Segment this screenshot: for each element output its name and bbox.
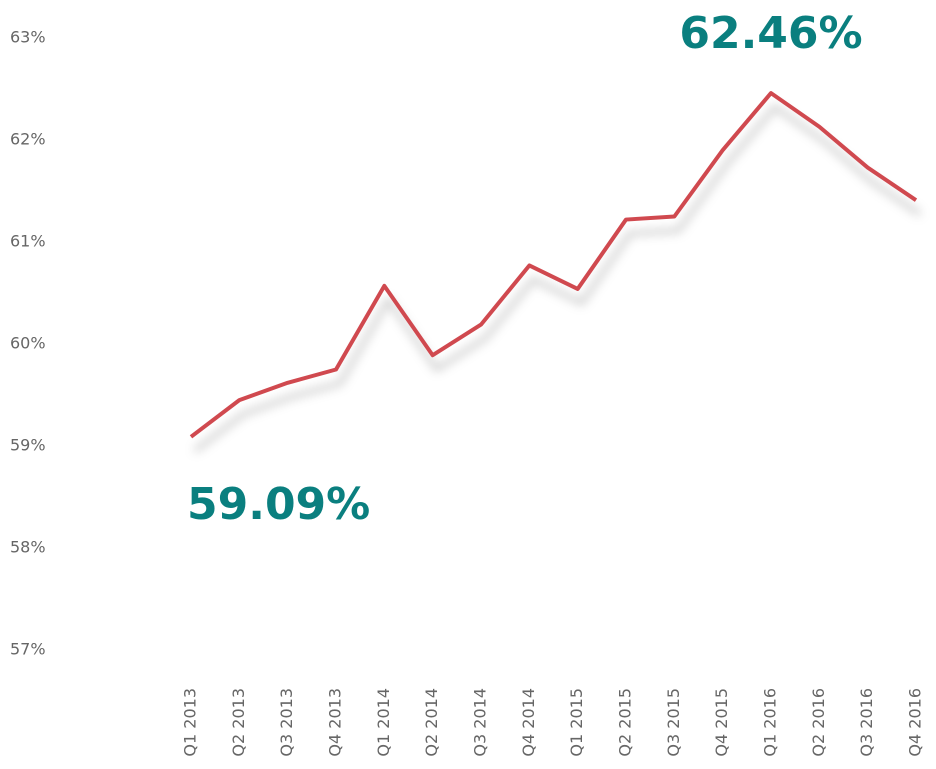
x-tick-label: Q4 2013	[326, 688, 345, 757]
value-label: 62.46%	[679, 8, 862, 59]
line	[189, 91, 918, 439]
value-label: 59.09%	[187, 479, 370, 530]
x-tick-label: Q1 2016	[761, 688, 780, 757]
x-tick-label: Q3 2014	[471, 688, 490, 757]
y-tick-label: 60%	[10, 334, 46, 353]
y-tick-label: 57%	[10, 640, 46, 659]
x-tick-label: Q1 2014	[374, 688, 393, 757]
y-tick-label: 59%	[10, 436, 46, 455]
x-tick-label: Q3 2016	[857, 688, 876, 757]
y-tick-label: 58%	[10, 538, 46, 557]
x-tick-label: Q4 2016	[906, 688, 925, 757]
x-tick-label: Q4 2015	[712, 688, 731, 757]
y-tick-label: 62%	[10, 130, 46, 149]
x-tick-label: Q3 2015	[664, 688, 683, 757]
x-tick-label: Q2 2015	[616, 688, 635, 757]
x-tick-label: Q1 2015	[567, 688, 586, 757]
x-tick-label: Q4 2014	[519, 688, 538, 757]
x-tick-label: Q2 2016	[809, 688, 828, 757]
x-tick-label: Q3 2013	[277, 688, 296, 757]
y-tick-label: 63%	[10, 28, 46, 47]
x-tick-label: Q2 2014	[422, 688, 441, 757]
y-tick-label: 61%	[10, 232, 46, 251]
x-tick-label: Q1 2013	[181, 688, 200, 757]
x-tick-label: Q2 2013	[229, 688, 248, 757]
